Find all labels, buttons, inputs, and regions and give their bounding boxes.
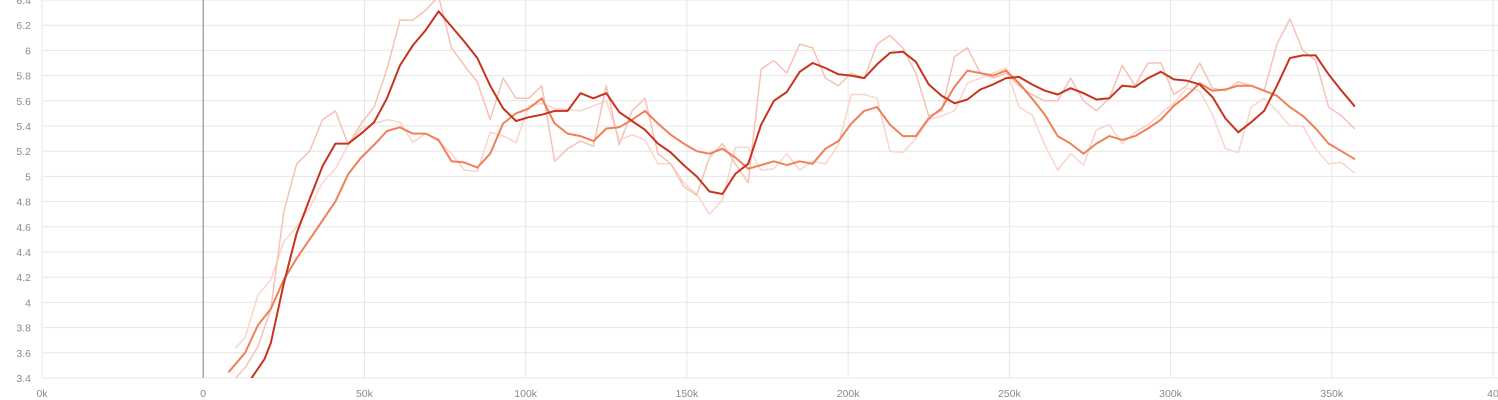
- x-tick-label: 0k: [36, 388, 48, 400]
- y-tick-label: 5.6: [16, 96, 31, 108]
- y-tick-label: 5.2: [16, 146, 31, 158]
- x-tick-label: 250k: [998, 388, 1022, 400]
- x-axis-tick-labels: 0k 0 50k 100k 150k 200k 250k 300k 350k 40: [36, 388, 1498, 400]
- raw-series-line-2: [234, 0, 1356, 378]
- y-tick-label: 4.8: [16, 197, 31, 209]
- y-tick-label: 5.4: [16, 121, 31, 133]
- x-tick-label: 0: [200, 388, 206, 400]
- y-tick-label: 4.6: [16, 222, 31, 234]
- y-tick-label: 6: [25, 45, 31, 57]
- smoothed-series-line-4: [250, 10, 1356, 378]
- x-tick-label: 40: [1487, 388, 1498, 400]
- x-tick-label: 150k: [675, 388, 699, 400]
- x-tick-label: 300k: [1159, 388, 1183, 400]
- y-tick-label: 4.4: [16, 247, 31, 259]
- y-tick-label: 5: [25, 171, 31, 183]
- x-tick-label: 100k: [514, 388, 538, 400]
- x-tick-label: 350k: [1320, 388, 1344, 400]
- y-tick-label: 4: [25, 297, 31, 309]
- y-tick-label: 5.8: [16, 71, 31, 83]
- y-tick-label: 6.2: [16, 20, 31, 32]
- y-tick-label: 6.4: [16, 0, 31, 7]
- y-tick-label: 3.6: [16, 348, 31, 360]
- y-tick-label: 4.2: [16, 272, 31, 284]
- x-tick-label: 50k: [356, 388, 374, 400]
- y-tick-label: 3.8: [16, 323, 31, 335]
- y-axis-tick-labels: 3.4 3.6 3.8 4 4.2 4.4 4.6 4.8 5 5.2 5.4 5.6 5.8 6 6.2 6…: [16, 0, 31, 385]
- series-lines: [228, 0, 1356, 378]
- raw-series-line-1: [234, 67, 1356, 349]
- x-tick-label: 200k: [837, 388, 861, 400]
- grid-lines: [41, 0, 1498, 379]
- smoothed-series-line-3: [228, 69, 1356, 373]
- y-tick-label: 3.4: [16, 373, 31, 385]
